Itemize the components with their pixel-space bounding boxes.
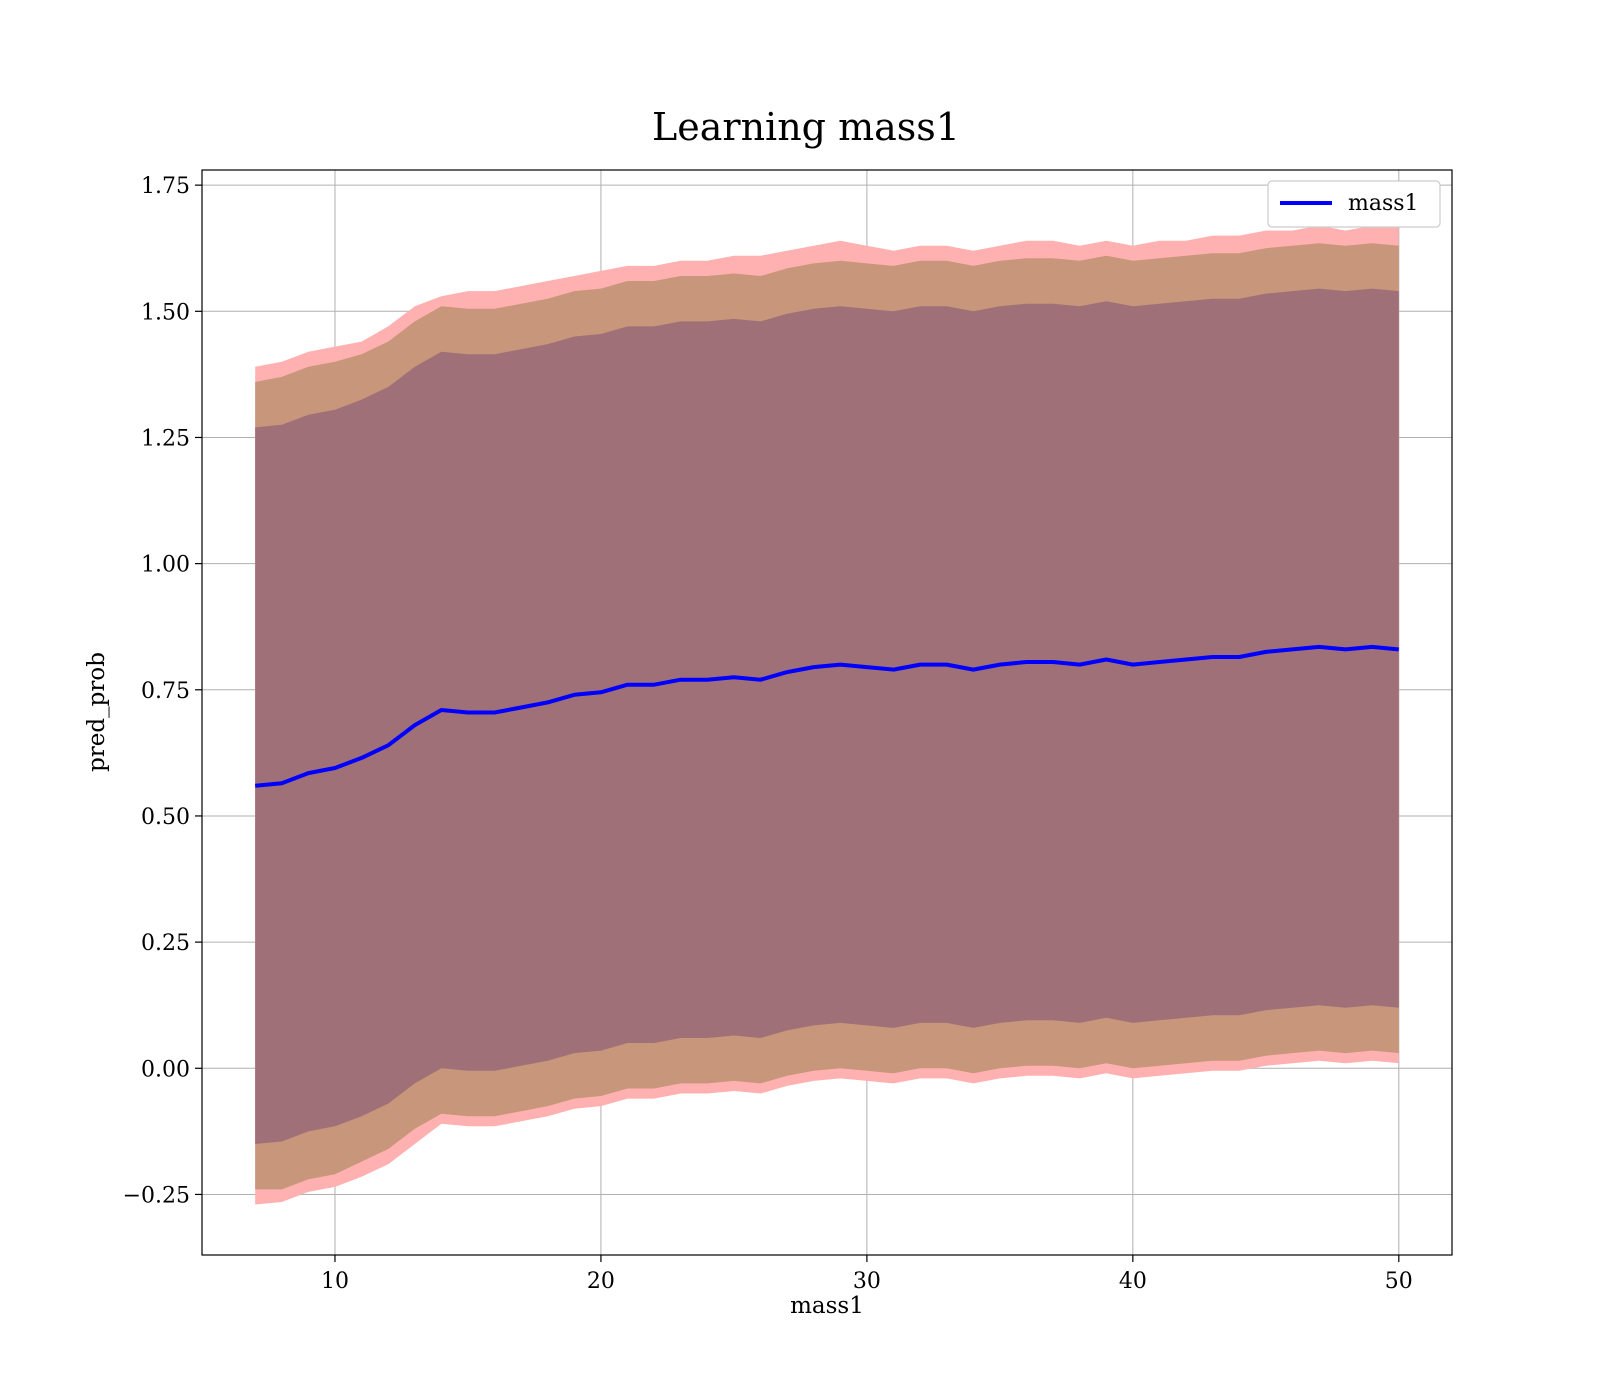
y-tick-label-6: 1.25 <box>141 426 190 451</box>
y-axis-ticks: −0.25 0.00 0.25 0.50 0.75 1.00 1.25 1.50 1.75 <box>123 174 202 1208</box>
legend-label-mass1: mass1 <box>1348 191 1419 216</box>
y-tick-label-4: 0.75 <box>141 679 190 704</box>
legend-box <box>1267 180 1441 228</box>
x-tick-label-2: 30 <box>853 1269 881 1294</box>
x-axis-ticks: 10 20 30 40 50 <box>321 1255 1413 1294</box>
series-line-0 <box>255 644 1399 788</box>
y-tick-label-0: −0.25 <box>123 1183 190 1208</box>
inner-band <box>255 288 1399 1145</box>
x-tick-label-3: 40 <box>1119 1269 1147 1294</box>
y-tick-label-3: 0.50 <box>141 805 190 830</box>
y-tick-label-2: 0.25 <box>141 931 190 956</box>
series-lines <box>255 644 1399 788</box>
x-axis-label: mass1 <box>790 1293 864 1319</box>
y-tick-label-5: 1.00 <box>141 553 190 578</box>
y-tick-label-7: 1.50 <box>141 300 190 325</box>
y-tick-label-8: 1.75 <box>141 174 190 199</box>
confidence-bands <box>255 225 1399 1205</box>
x-tick-label-1: 20 <box>587 1269 615 1294</box>
legend: mass1 <box>1267 180 1441 228</box>
plot-frame <box>201 169 1453 1256</box>
x-tick-label-0: 10 <box>321 1269 349 1294</box>
chart-title: Learning mass1 <box>652 105 960 149</box>
y-tick-label-1: 0.00 <box>141 1057 190 1082</box>
y-axis-label: pred_prob <box>84 652 110 772</box>
x-tick-label-4: 50 <box>1385 1269 1413 1294</box>
